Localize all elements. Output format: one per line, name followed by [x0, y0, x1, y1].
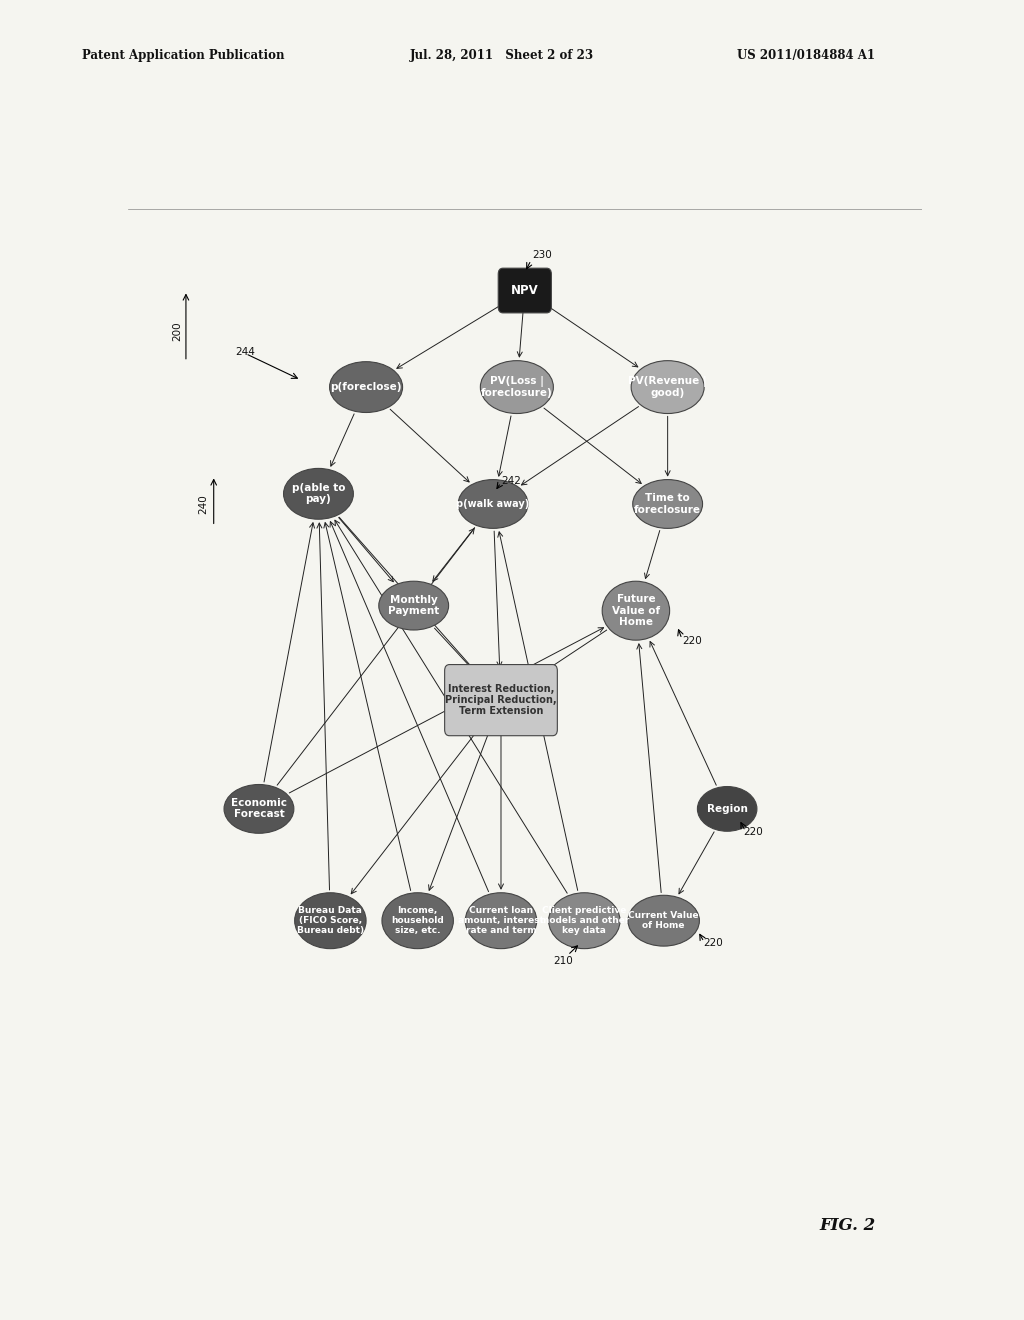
Text: 220: 220 — [682, 636, 701, 647]
Text: Income,
household
size, etc.: Income, household size, etc. — [391, 906, 444, 936]
Ellipse shape — [458, 479, 528, 528]
Text: Region: Region — [707, 804, 748, 814]
Ellipse shape — [549, 892, 620, 949]
Text: 220: 220 — [743, 828, 763, 837]
Text: FIG. 2: FIG. 2 — [819, 1217, 876, 1234]
Text: Monthly
Payment: Monthly Payment — [388, 595, 439, 616]
Text: p(walk away): p(walk away) — [457, 499, 529, 510]
Text: 230: 230 — [532, 249, 553, 260]
FancyBboxPatch shape — [499, 268, 551, 313]
Ellipse shape — [224, 784, 294, 833]
Ellipse shape — [330, 362, 402, 413]
Text: Current Value
of Home: Current Value of Home — [629, 911, 699, 931]
Text: PV(Revenue |
good): PV(Revenue | good) — [629, 376, 707, 399]
Text: US 2011/0184884 A1: US 2011/0184884 A1 — [737, 49, 876, 62]
Text: 240: 240 — [199, 494, 209, 513]
Text: 200: 200 — [172, 321, 182, 341]
Text: 244: 244 — [236, 347, 255, 356]
Text: p(able to
pay): p(able to pay) — [292, 483, 345, 504]
Ellipse shape — [631, 360, 705, 413]
Ellipse shape — [602, 581, 670, 640]
Text: Future
Value of
Home: Future Value of Home — [612, 594, 659, 627]
Text: Patent Application Publication: Patent Application Publication — [82, 49, 285, 62]
Text: 242: 242 — [501, 475, 521, 486]
Ellipse shape — [382, 892, 454, 949]
Ellipse shape — [480, 360, 553, 413]
Text: PV(Loss |
foreclosure): PV(Loss | foreclosure) — [481, 376, 553, 399]
Text: Time to
foreclosure: Time to foreclosure — [634, 494, 701, 515]
Ellipse shape — [628, 895, 699, 946]
Ellipse shape — [379, 581, 449, 630]
Text: Client predictive
models and other
key data: Client predictive models and other key d… — [540, 906, 629, 936]
Text: Interest Reduction,
Principal Reduction,
Term Extension: Interest Reduction, Principal Reduction,… — [445, 684, 557, 717]
Text: NPV: NPV — [511, 284, 539, 297]
Ellipse shape — [465, 892, 537, 949]
Ellipse shape — [295, 892, 367, 949]
Text: 220: 220 — [703, 939, 723, 948]
FancyBboxPatch shape — [444, 664, 557, 735]
Text: p(foreclose): p(foreclose) — [331, 381, 401, 392]
Text: Jul. 28, 2011   Sheet 2 of 23: Jul. 28, 2011 Sheet 2 of 23 — [410, 49, 594, 62]
Text: Bureau Data
(FICO Score,
Bureau debt): Bureau Data (FICO Score, Bureau debt) — [297, 906, 364, 936]
Text: Economic
Forecast: Economic Forecast — [231, 799, 287, 820]
Text: Current loan
amount, interest
rate and term: Current loan amount, interest rate and t… — [458, 906, 544, 936]
Ellipse shape — [284, 469, 353, 519]
Ellipse shape — [633, 479, 702, 528]
Ellipse shape — [697, 787, 757, 832]
Text: 210: 210 — [553, 956, 572, 966]
